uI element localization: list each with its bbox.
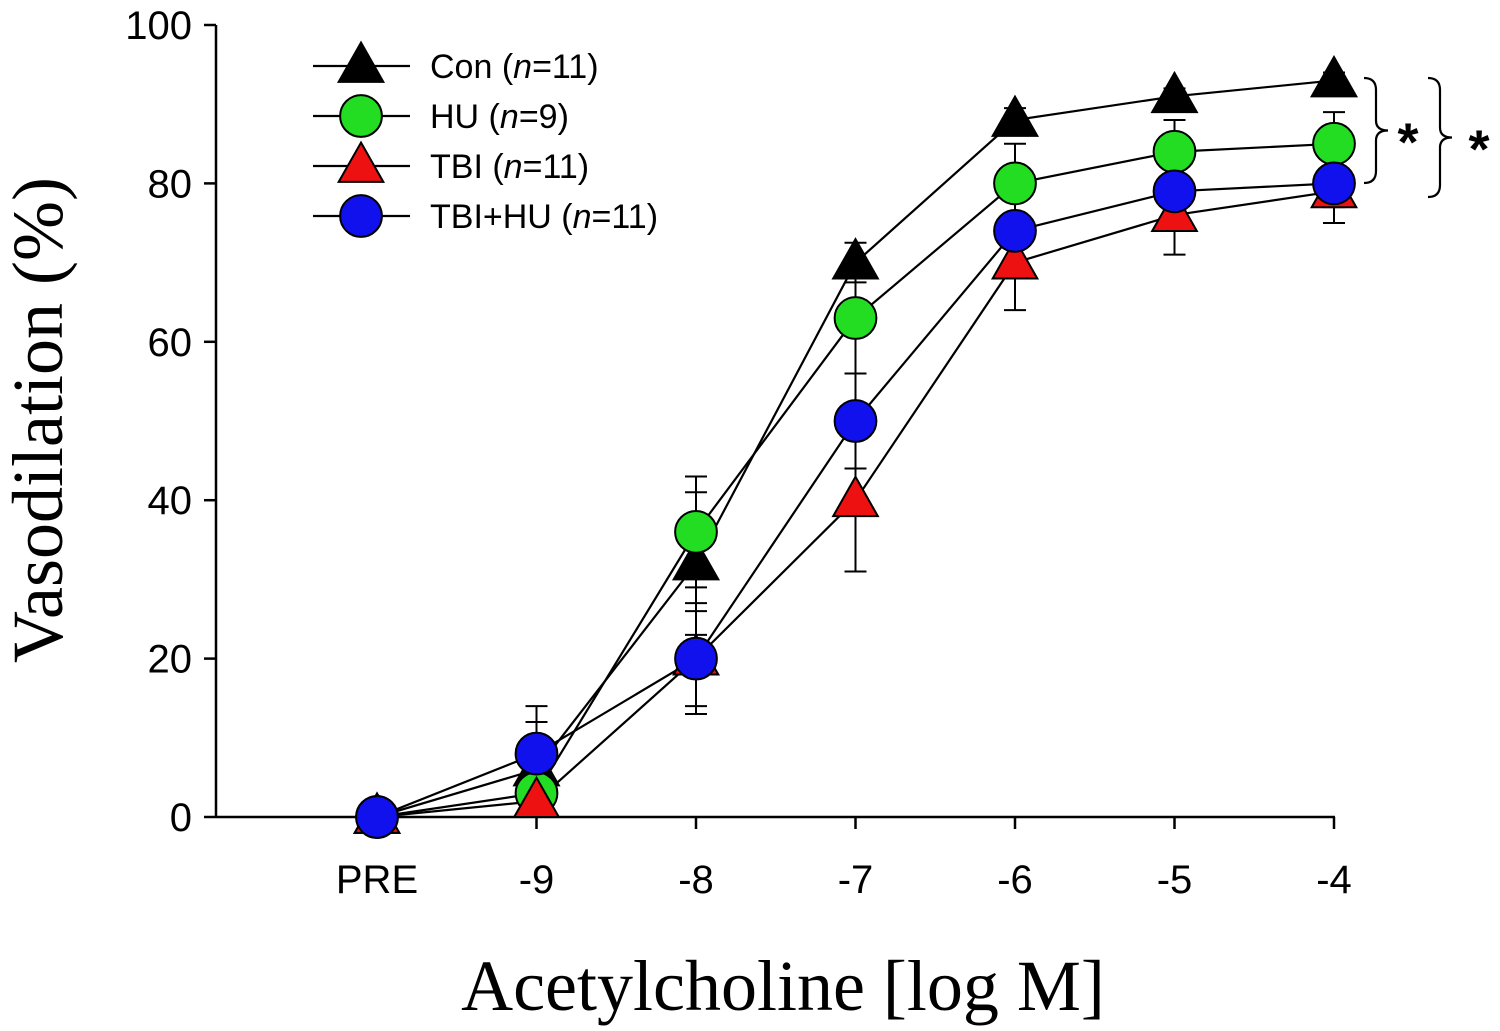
data-point — [833, 296, 878, 340]
data-point — [1150, 70, 1199, 114]
significance-annotations: * * — [1363, 76, 1490, 199]
y-tick-label: 40 — [148, 479, 193, 523]
data-point — [1152, 129, 1197, 174]
x-tick-label: -4 — [1316, 858, 1352, 902]
legend-entry: HU (n=9) — [430, 98, 569, 136]
data-point — [674, 636, 718, 681]
x-tick-label: -9 — [519, 858, 555, 902]
legend-marker — [339, 194, 383, 238]
series-layer — [352, 54, 1359, 839]
x-tick-label: -8 — [678, 858, 714, 902]
y-tick-label: 100 — [125, 4, 192, 48]
legend-marker — [336, 40, 386, 83]
data-point — [1152, 169, 1197, 214]
data-point — [512, 775, 561, 819]
x-tick-label: -7 — [838, 858, 874, 902]
y-axis-title: Vasodilation (%) — [0, 177, 78, 663]
legend-marker — [336, 140, 386, 183]
x-axis-title: Acetylcholine [log M] — [461, 946, 1105, 1026]
series-3-markers — [355, 161, 1356, 839]
data-point — [831, 474, 880, 518]
data-point — [990, 237, 1040, 280]
brace-con-vs-tbi — [1427, 76, 1453, 199]
data-point — [831, 237, 880, 280]
x-tick-label: -5 — [1157, 858, 1193, 902]
data-point — [990, 94, 1040, 137]
legend-entry: Con (n=11) — [430, 48, 599, 86]
data-point — [993, 161, 1037, 206]
data-point — [674, 510, 718, 554]
significance-star: * — [1468, 120, 1489, 180]
legend-entry: TBI (n=11) — [430, 148, 589, 186]
x-tick-label: -6 — [997, 858, 1033, 902]
axes: 0 20 40 60 80 100 PRE -9 -8 -7 -6 -5 -4 — [125, 4, 1352, 902]
y-tick-label: 80 — [148, 162, 193, 206]
y-tick-label: 0 — [170, 796, 192, 840]
data-point — [1312, 161, 1356, 206]
data-point — [833, 399, 878, 443]
legend: Con (n=11) HU (n=9) TBI (n=11) TBI+HU (n=11… — [313, 40, 658, 238]
x-tick-label: PRE — [336, 858, 418, 902]
data-point — [1309, 54, 1359, 98]
legend-marker — [339, 94, 383, 138]
data-point — [993, 209, 1037, 253]
data-point — [355, 795, 399, 839]
legend-entry: TBI+HU (n=11) — [430, 198, 658, 236]
brace-con-vs-hu — [1363, 76, 1389, 185]
significance-star: * — [1397, 113, 1418, 173]
y-tick-label: 60 — [148, 321, 193, 365]
data-point — [1312, 121, 1356, 166]
data-point — [671, 538, 721, 581]
data-point — [514, 731, 559, 776]
y-tick-label: 20 — [148, 638, 193, 682]
